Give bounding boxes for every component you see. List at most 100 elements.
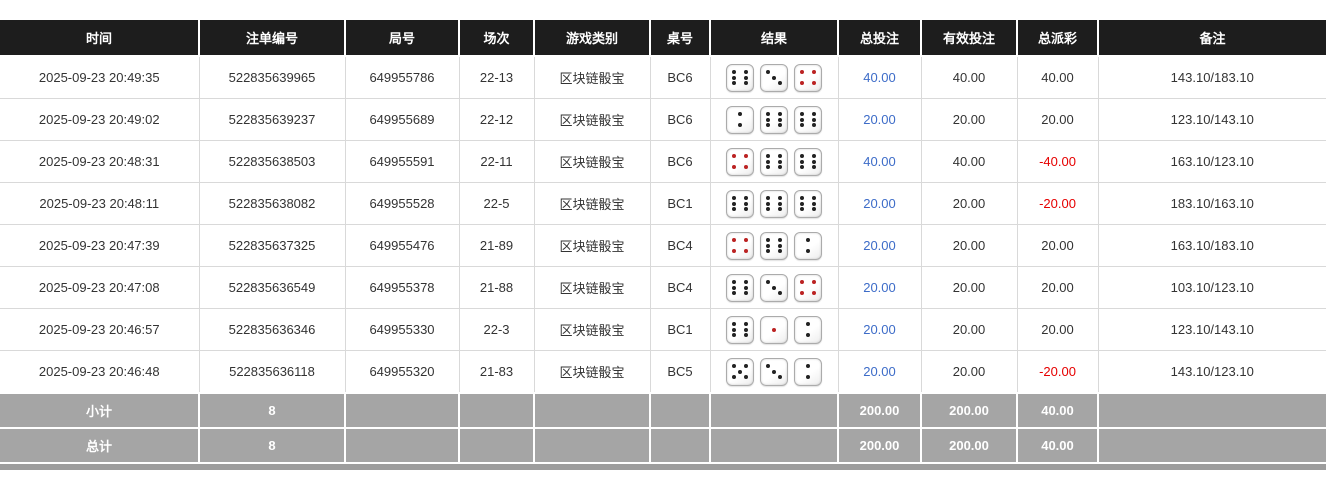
cell-payout: -20.00 <box>1016 350 1099 394</box>
die-icon-2-black <box>794 357 822 386</box>
cell-session: 21-88 <box>458 266 535 309</box>
die-icon-6-black <box>726 273 754 302</box>
cell-total-bet-link[interactable]: 40.00 <box>837 140 922 183</box>
cell-table-id: BC4 <box>649 224 711 267</box>
table-row: 2025-09-23 20:49:02 522835639237 649955689… <box>0 98 1326 141</box>
cell-time: 2025-09-23 20:49:35 <box>0 55 200 99</box>
die-icon-4-red <box>794 63 822 92</box>
cell-total-bet-link[interactable]: 20.00 <box>837 266 922 309</box>
cell-total-bet-link[interactable]: 20.00 <box>837 308 922 351</box>
cell-game-type: 区块链骰宝 <box>533 182 651 225</box>
cell-remark: 163.10/123.10 <box>1097 140 1326 183</box>
cell-session: 22-3 <box>458 308 535 351</box>
dice-result-group <box>711 231 838 260</box>
cell-valid-bet: 20.00 <box>920 182 1018 225</box>
cell-bet-id: 522835639237 <box>198 98 346 141</box>
cell-payout: -20.00 <box>1016 182 1099 225</box>
die-icon-6-black <box>760 105 788 134</box>
cell-bet-id: 522835636346 <box>198 308 346 351</box>
cell-result <box>709 98 839 141</box>
cell-result <box>709 350 839 394</box>
cell-round-id: 649955528 <box>344 182 460 225</box>
cell-payout: 20.00 <box>1016 98 1099 141</box>
cell-valid-bet: 40.00 <box>920 55 1018 99</box>
table-row: 2025-09-23 20:48:31 522835638503 649955591… <box>0 140 1326 183</box>
subtotal-payout: 40.00 <box>1016 392 1099 429</box>
die-icon-6-black <box>760 189 788 218</box>
col-header-total_bet: 总投注 <box>838 20 922 57</box>
cell-remark: 123.10/143.10 <box>1097 98 1326 141</box>
cell-total-bet-link[interactable]: 20.00 <box>837 182 922 225</box>
cell-total-bet-link[interactable]: 20.00 <box>837 350 922 394</box>
die-icon-2-black <box>794 231 822 260</box>
cell-time: 2025-09-23 20:48:11 <box>0 182 200 225</box>
dice-result-group <box>711 63 838 92</box>
cell-session: 21-89 <box>458 224 535 267</box>
cell-round-id: 649955786 <box>344 55 460 99</box>
total-valid-bet: 200.00 <box>920 427 1018 464</box>
cell-valid-bet: 40.00 <box>920 140 1018 183</box>
table-row: 2025-09-23 20:48:11 522835638082 649955528… <box>0 182 1326 225</box>
subtotal-row: 小计 8 200.00 200.00 40.00 <box>0 392 1326 429</box>
subtotal-empty-round-id <box>344 392 460 429</box>
cell-game-type: 区块链骰宝 <box>533 224 651 267</box>
table-row: 2025-09-23 20:47:08 522835636549 649955378… <box>0 266 1326 309</box>
cell-game-type: 区块链骰宝 <box>533 140 651 183</box>
subtotal-count: 8 <box>198 392 346 429</box>
cell-round-id: 649955330 <box>344 308 460 351</box>
table-bottom-bar <box>0 464 1326 470</box>
cell-bet-id: 522835636118 <box>198 350 346 394</box>
subtotal-valid-bet: 200.00 <box>920 392 1018 429</box>
cell-time: 2025-09-23 20:47:08 <box>0 266 200 309</box>
cell-payout: 20.00 <box>1016 266 1099 309</box>
die-icon-6-black <box>794 147 822 176</box>
cell-remark: 143.10/123.10 <box>1097 350 1326 394</box>
cell-result <box>709 55 839 99</box>
total-empty-result <box>709 427 839 464</box>
table-header-row: 时间 注单编号 局号 场次 游戏类别 桌号 结果 总投注 有效投注 总派彩 备注 <box>0 20 1326 57</box>
cell-total-bet-link[interactable]: 20.00 <box>837 224 922 267</box>
cell-total-bet-link[interactable]: 20.00 <box>837 98 922 141</box>
subtotal-empty-table-id <box>649 392 711 429</box>
die-icon-4-red <box>726 231 754 260</box>
col-header-round_id: 局号 <box>345 20 460 57</box>
cell-session: 22-11 <box>458 140 535 183</box>
subtotal-label: 小计 <box>0 392 200 429</box>
cell-bet-id: 522835639965 <box>198 55 346 99</box>
die-icon-3-black <box>760 63 788 92</box>
cell-round-id: 649955320 <box>344 350 460 394</box>
subtotal-total-bet: 200.00 <box>837 392 922 429</box>
die-icon-4-red <box>794 273 822 302</box>
cell-time: 2025-09-23 20:47:39 <box>0 224 200 267</box>
cell-session: 22-12 <box>458 98 535 141</box>
dice-result-group <box>711 357 838 386</box>
table-row: 2025-09-23 20:49:35 522835639965 649955786… <box>0 55 1326 99</box>
die-icon-6-black <box>726 63 754 92</box>
col-header-remark: 备注 <box>1098 20 1326 57</box>
cell-payout: 20.00 <box>1016 308 1099 351</box>
cell-remark: 103.10/123.10 <box>1097 266 1326 309</box>
cell-payout: 40.00 <box>1016 55 1099 99</box>
col-header-game_type: 游戏类别 <box>534 20 651 57</box>
cell-session: 22-13 <box>458 55 535 99</box>
col-header-session: 场次 <box>459 20 535 57</box>
cell-time: 2025-09-23 20:49:02 <box>0 98 200 141</box>
total-empty-game-type <box>533 427 651 464</box>
cell-time: 2025-09-23 20:46:57 <box>0 308 200 351</box>
die-icon-6-black <box>760 147 788 176</box>
cell-table-id: BC1 <box>649 308 711 351</box>
total-total-bet: 200.00 <box>837 427 922 464</box>
cell-bet-id: 522835636549 <box>198 266 346 309</box>
die-icon-6-black <box>760 231 788 260</box>
cell-session: 22-5 <box>458 182 535 225</box>
cell-total-bet-link[interactable]: 40.00 <box>837 55 922 99</box>
cell-valid-bet: 20.00 <box>920 98 1018 141</box>
cell-game-type: 区块链骰宝 <box>533 55 651 99</box>
dice-result-group <box>711 189 838 218</box>
cell-bet-id: 522835638503 <box>198 140 346 183</box>
dice-result-group <box>711 315 838 344</box>
grand-total-row: 总计 8 200.00 200.00 40.00 <box>0 427 1326 464</box>
cell-time: 2025-09-23 20:46:48 <box>0 350 200 394</box>
cell-result <box>709 308 839 351</box>
die-icon-3-black <box>760 273 788 302</box>
